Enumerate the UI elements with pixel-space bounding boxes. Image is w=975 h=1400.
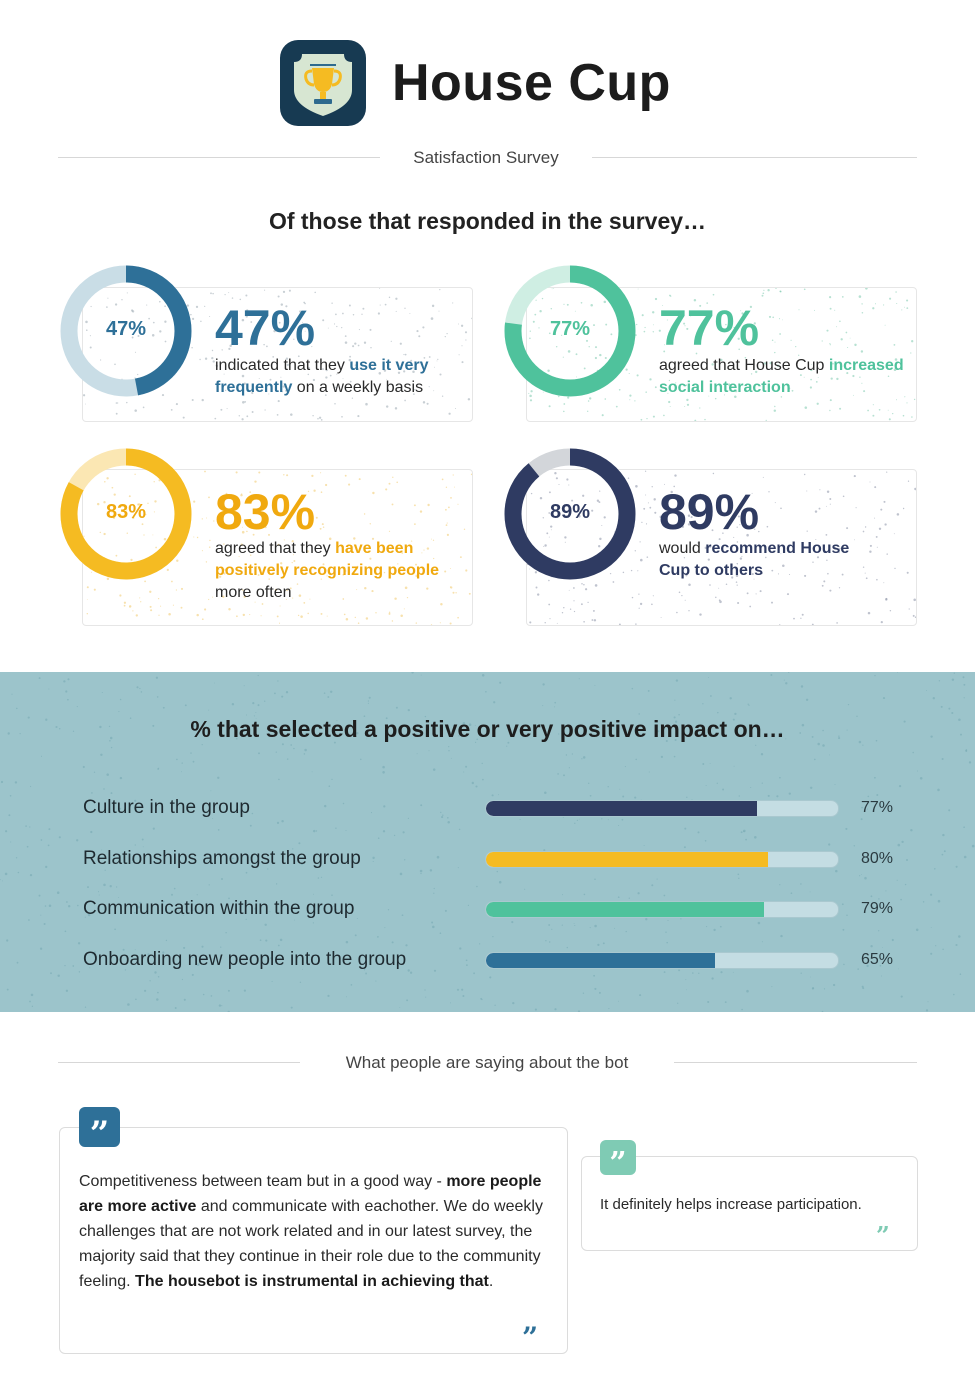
donut-chart	[504, 448, 636, 580]
donut-label: 47%	[105, 318, 147, 340]
quote-open-icon: ”	[79, 1107, 120, 1154]
bar-fill	[486, 852, 768, 867]
bar-fill	[486, 953, 715, 968]
quote-card	[59, 1127, 568, 1354]
speckle-texture	[528, 288, 916, 421]
quotes-heading: What people are saying about the bot	[345, 1053, 629, 1072]
bar-label: Relationships amongst the group	[83, 848, 361, 869]
quote-text: It definitely helps increase participati…	[600, 1196, 862, 1213]
donut-label: 83%	[105, 501, 147, 523]
bar-fill	[486, 801, 758, 816]
app-logo	[280, 40, 366, 126]
bar-track	[485, 901, 839, 918]
quote-close-icon: ”	[522, 1321, 539, 1354]
quote-card	[581, 1156, 918, 1251]
divider	[592, 157, 917, 158]
speckle-texture	[83, 288, 472, 421]
bar-track	[485, 952, 839, 969]
speckle-texture	[527, 470, 916, 625]
donut-arc	[60, 265, 192, 397]
stat-card	[82, 287, 473, 422]
stat-card	[526, 287, 917, 422]
donut-arc	[504, 265, 636, 397]
app-title: House Cup	[392, 54, 671, 112]
quote-text: Competitiveness between team but in a go…	[79, 1173, 543, 1290]
donut-arc	[60, 448, 192, 580]
stat-description: agreed that they have been positively re…	[215, 540, 440, 601]
stat-value: 89%	[659, 484, 760, 540]
stat-card	[526, 469, 917, 626]
stat-description: indicated that they use it very frequent…	[215, 357, 429, 396]
survey-heading: Of those that responded in the survey…	[268, 208, 707, 234]
donut-label: 89%	[549, 501, 591, 523]
donut-label: 77%	[549, 318, 591, 340]
speckle-texture	[83, 470, 472, 625]
bar-track	[485, 800, 839, 817]
bar-percent: 80%	[860, 850, 894, 867]
page-subtitle: Satisfaction Survey	[413, 148, 559, 167]
bar-label: Culture in the group	[83, 797, 250, 818]
divider	[58, 1062, 300, 1063]
quote-close-icon: ”	[876, 1221, 890, 1250]
stat-value: 47%	[215, 300, 316, 356]
divider	[58, 157, 380, 158]
stat-description: would recommend House Cup to others	[659, 540, 850, 579]
bar-percent: 79%	[860, 900, 894, 917]
stat-value: 83%	[215, 484, 316, 540]
stat-card	[82, 469, 473, 626]
donut-chart	[504, 265, 636, 397]
impact-heading: % that selected a positive or very posit…	[190, 716, 785, 742]
bar-label: Communication within the group	[83, 898, 355, 919]
bar-fill	[486, 902, 765, 917]
bar-track	[485, 851, 839, 868]
bar-label: Onboarding new people into the group	[83, 949, 407, 970]
trophy-shield-icon	[294, 54, 352, 116]
donut-chart	[60, 448, 192, 580]
stat-description: agreed that House Cup increased social i…	[659, 357, 904, 396]
bar-percent: 77%	[860, 799, 894, 816]
quote-open-icon: ”	[600, 1140, 636, 1181]
donut-chart	[60, 265, 192, 397]
bar-percent: 65%	[860, 951, 894, 968]
donut-arc	[504, 448, 636, 580]
stat-value: 77%	[659, 300, 760, 356]
divider	[674, 1062, 917, 1063]
